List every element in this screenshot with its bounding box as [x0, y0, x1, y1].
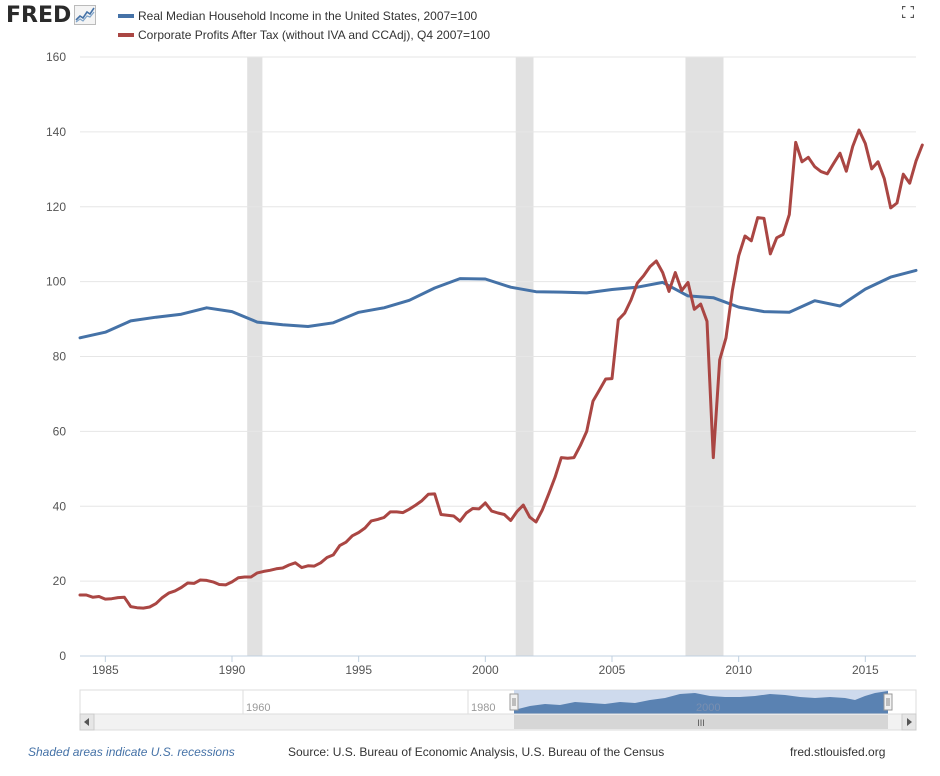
y-tick-label: 0: [59, 649, 66, 663]
series-line-profits: [78, 128, 924, 610]
recession-note: Shaded areas indicate U.S. recessions: [28, 745, 235, 759]
x-tick-label: 2015: [852, 663, 879, 677]
fred-logo[interactable]: FRED: [6, 2, 97, 28]
y-tick-label: 100: [46, 275, 66, 289]
y-tick-label: 80: [53, 350, 67, 364]
arrow-right-icon: [907, 718, 912, 726]
scrollbar-thumb[interactable]: [514, 715, 888, 729]
y-tick-label: 60: [53, 424, 67, 438]
line-chart: 0 20 40 60 80 100 120 140 160 1985 1990 1995 2000 200…: [46, 50, 924, 731]
y-tick-label: 20: [53, 574, 67, 588]
scrollbar-grip: III: [697, 718, 705, 728]
legend-swatch-income: [118, 13, 134, 18]
source-text: Source: U.S. Bureau of Economic Analysis…: [288, 745, 665, 759]
legend-swatch-profits: [118, 32, 134, 37]
series-lines: [78, 128, 924, 610]
axes: 0 20 40 60 80 100 120 140 160 1985 1990 1995 2000 200…: [46, 50, 916, 677]
series-line-income: [78, 268, 918, 340]
navigator-left-handle[interactable]: [509, 693, 519, 711]
navigator-tick-label: 1980: [471, 702, 495, 714]
x-tick-label: 2010: [725, 663, 752, 677]
legend-label-income: Real Median Household Income in the Unit…: [138, 8, 478, 23]
scrollbar[interactable]: III: [79, 713, 917, 731]
navigator-tick-label: 1960: [246, 702, 270, 714]
scroll-right-button[interactable]: [901, 713, 917, 731]
scroll-left-button[interactable]: [79, 713, 95, 731]
navigator[interactable]: 1960 1980 2000: [79, 689, 917, 715]
x-tick-label: 1995: [345, 663, 372, 677]
legend-item-profits: Corporate Profits After Tax (without IVA…: [118, 25, 490, 44]
x-tick-label: 1985: [92, 663, 119, 677]
fred-logo-text: FRED: [6, 2, 72, 28]
x-tick-label: 2000: [472, 663, 499, 677]
x-tick-label: 2005: [599, 663, 626, 677]
y-tick-label: 40: [53, 499, 67, 513]
y-tick-label: 160: [46, 50, 66, 64]
legend-item-income: Real Median Household Income in the Unit…: [118, 6, 490, 25]
navigator-tick-label: 2000: [696, 702, 720, 714]
legend-label-profits: Corporate Profits After Tax (without IVA…: [138, 27, 491, 42]
y-tick-label: 140: [46, 125, 66, 139]
gridlines: [80, 56, 916, 582]
navigator-series-area: [514, 691, 888, 714]
navigator-right-handle[interactable]: [883, 693, 893, 711]
fullscreen-icon[interactable]: [902, 6, 914, 18]
chart-legend: Real Median Household Income in the Unit…: [118, 6, 490, 44]
x-tick-label: 1990: [219, 663, 246, 677]
trend-chart-icon: [74, 5, 97, 25]
arrow-left-icon: [84, 718, 89, 726]
site-link[interactable]: fred.stlouisfed.org: [790, 745, 886, 759]
y-tick-label: 120: [46, 200, 66, 214]
